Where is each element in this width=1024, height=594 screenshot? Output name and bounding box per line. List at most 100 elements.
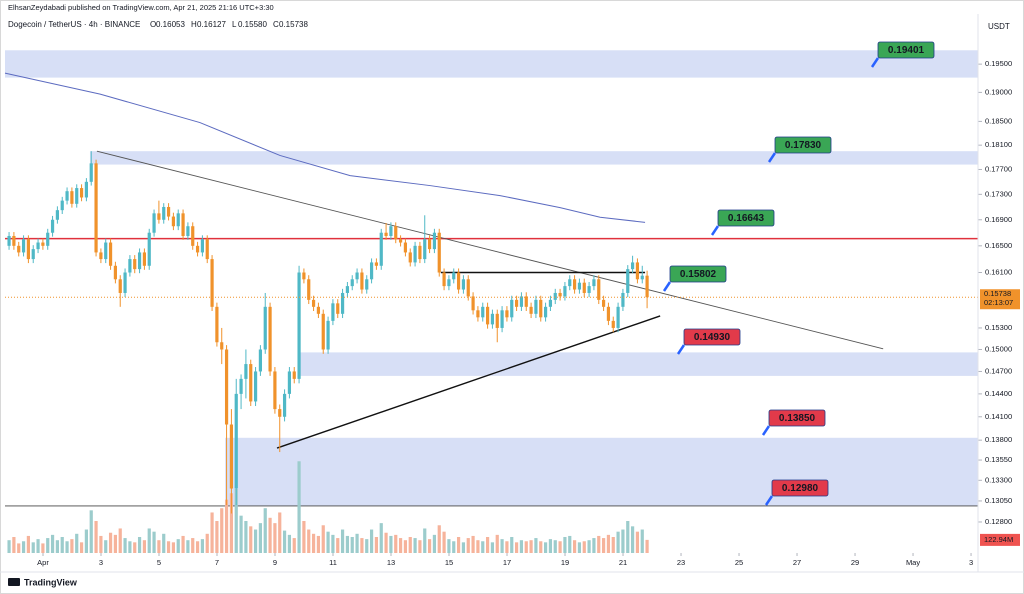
candle-body — [210, 259, 214, 307]
candle-body — [553, 292, 557, 300]
candle-body — [432, 232, 437, 250]
volume-bar — [519, 540, 524, 553]
volume-bar — [268, 517, 272, 553]
candle-body — [17, 245, 21, 253]
trend-line — [276, 315, 661, 449]
volume-bar — [606, 534, 611, 553]
y-tick-label: 0.18100 — [985, 140, 1012, 149]
level-box — [771, 479, 829, 497]
candle-body — [234, 393, 238, 489]
x-tick-label: 29 — [851, 558, 859, 567]
candle-body — [65, 191, 69, 201]
candle-body — [645, 275, 649, 298]
zone — [89, 151, 978, 165]
volume-bar — [543, 542, 548, 553]
volume-bar — [133, 542, 137, 553]
y-tick-label: 0.19500 — [985, 59, 1012, 68]
candle-body — [273, 371, 277, 410]
volume-bar — [311, 533, 316, 553]
candle-body — [423, 239, 427, 260]
x-tick-label: 25 — [735, 558, 743, 567]
y-tick-label: 0.17300 — [985, 189, 1012, 198]
y-tick-label: 0.17700 — [985, 164, 1012, 173]
volume-bar — [234, 489, 238, 553]
volume-bar — [181, 535, 185, 553]
volume-bar — [326, 531, 330, 553]
volume-bar — [113, 534, 117, 553]
volume-bar — [94, 521, 98, 553]
candle-body — [355, 272, 359, 280]
volume-bar — [70, 539, 74, 553]
volume-bar — [597, 535, 601, 553]
candle-body — [253, 371, 258, 402]
volume-bar — [21, 541, 26, 553]
volume-bar — [104, 540, 108, 553]
candle-body — [413, 245, 417, 263]
level-label: 0.15802 — [680, 269, 717, 280]
volume-bar — [171, 542, 176, 553]
volume-bar — [398, 538, 403, 553]
volume-bar — [321, 525, 325, 553]
volume-bar — [587, 540, 591, 553]
volume-bar — [263, 508, 267, 553]
candle-body — [558, 292, 562, 297]
volume-bar — [369, 529, 374, 553]
brand-logo — [8, 578, 20, 586]
y-tick-label: 0.18500 — [985, 116, 1012, 125]
zone — [5, 50, 978, 78]
candle-body — [31, 249, 35, 260]
y-tick-label: 0.13550 — [985, 455, 1012, 464]
volume-bar — [41, 543, 45, 553]
candle-body — [466, 279, 470, 297]
x-tick-label: Apr — [37, 558, 49, 567]
y-tick-label: 0.13800 — [985, 435, 1012, 444]
brand: TradingView — [8, 577, 78, 587]
candle-body — [543, 306, 548, 318]
level-box — [683, 328, 741, 346]
volume-bar — [278, 512, 282, 553]
candle-body — [263, 306, 267, 350]
volume-bar — [99, 535, 103, 553]
volume-bar — [331, 534, 335, 553]
candle-body — [176, 213, 180, 227]
callout-arrow — [662, 281, 672, 292]
candle-body — [307, 279, 311, 300]
candle-body — [292, 371, 296, 379]
volume-bar — [50, 534, 55, 553]
volume-bar — [601, 538, 606, 553]
ohlc-value: 0.15580 — [238, 20, 267, 29]
volume-bar — [244, 521, 248, 553]
candle-body — [195, 245, 200, 253]
x-tick-label: 3 — [969, 558, 973, 567]
ohlc-value: 0.15738 — [279, 20, 308, 29]
volume-bar — [408, 537, 412, 553]
volume-bar — [297, 461, 301, 553]
ohlc-letter: H — [191, 20, 197, 29]
candle-body — [181, 213, 185, 236]
volume-bar — [471, 535, 475, 553]
candle-body — [587, 286, 591, 293]
candle-body — [79, 188, 84, 198]
volume-bar — [137, 537, 142, 553]
x-tick-label: 15 — [445, 558, 453, 567]
y-tick-label: 0.15000 — [985, 344, 1012, 353]
candle-body — [456, 272, 461, 290]
candle-body — [452, 272, 456, 280]
volume-bar — [65, 541, 69, 553]
volume-bar — [568, 535, 572, 553]
volume-bar — [302, 521, 306, 553]
candle-body — [582, 282, 586, 293]
volume-bar — [89, 510, 93, 553]
candle-body — [142, 252, 147, 266]
notes-layer: 0.19401 0.17830 0.16643 0.15802 0.14930 0.138… — [662, 41, 935, 506]
volume-bar — [162, 533, 166, 553]
x-tick-label: 7 — [215, 558, 219, 567]
candle-body — [89, 163, 93, 182]
volume-bar — [345, 535, 350, 553]
moving-average — [4, 72, 646, 223]
volume-bar — [46, 538, 50, 553]
level-label: 0.12980 — [782, 483, 819, 494]
volume-bar — [7, 540, 11, 553]
candle-body — [437, 232, 441, 273]
volume-bar — [495, 534, 499, 553]
